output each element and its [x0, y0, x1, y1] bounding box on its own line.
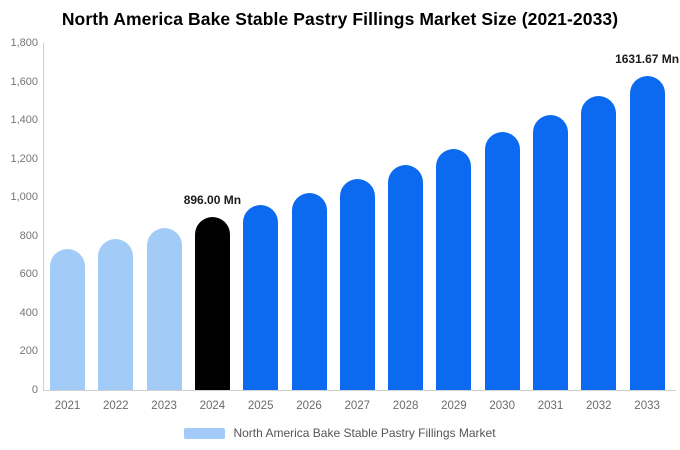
x-tick-label-2028: 2028 [392, 400, 419, 412]
value-label-2033: 1631.67 Mn [615, 51, 680, 66]
bar-2023 [146, 228, 182, 390]
y-tick-label-200: 200 [19, 345, 38, 358]
bar-2025 [243, 205, 279, 390]
bar-2024 [194, 217, 230, 390]
x-tick-label-2031: 2031 [537, 400, 564, 412]
x-tick-label-2033: 2033 [634, 400, 660, 412]
y-tick-label-400: 400 [19, 306, 38, 319]
x-tick-label-2030: 2030 [489, 400, 515, 412]
x-tick-label-2022: 2022 [103, 400, 129, 412]
x-tick-label-2029: 2029 [441, 400, 467, 412]
x-tick-label-2023: 2023 [151, 400, 177, 412]
y-tick-label-1200: 1,200 [10, 152, 38, 165]
legend-label: North America Bake Stable Pastry Filling… [233, 426, 496, 440]
bar-2021 [50, 248, 85, 390]
value-label-2024: 896.00 Mn [183, 193, 242, 208]
bar-2032 [581, 95, 617, 390]
x-tick-label-2025: 2025 [247, 400, 274, 412]
bar-2029 [436, 149, 472, 390]
bar-2033 [629, 75, 665, 390]
y-tick-label-0: 0 [31, 384, 38, 396]
x-tick-label-2026: 2026 [296, 400, 322, 412]
y-tick-label-1800: 1,800 [10, 37, 38, 49]
legend-swatch [184, 427, 226, 439]
x-tick-label-2032: 2032 [586, 400, 612, 412]
y-tick-label-1600: 1,600 [10, 75, 38, 88]
y-axis-line [43, 43, 44, 390]
bar-2027 [339, 179, 375, 390]
legend: North America Bake Stable Pastry Filling… [0, 426, 680, 440]
bar-2030 [484, 132, 520, 390]
bar-2026 [291, 192, 327, 390]
x-tick-label-2027: 2027 [344, 400, 371, 412]
bar-2022 [98, 238, 134, 390]
y-tick-label-1000: 1,000 [10, 191, 38, 204]
x-tick-label-2021: 2021 [54, 400, 81, 412]
y-tick-label-800: 800 [19, 229, 38, 242]
x-tick-label-2024: 2024 [199, 400, 226, 412]
y-tick-label-600: 600 [19, 268, 38, 281]
x-axis-line [43, 390, 676, 391]
y-tick-label-1400: 1,400 [10, 114, 38, 127]
bar-2028 [388, 164, 424, 390]
chart-title: North America Bake Stable Pastry Filling… [61, 9, 619, 29]
bar-2031 [533, 114, 568, 390]
